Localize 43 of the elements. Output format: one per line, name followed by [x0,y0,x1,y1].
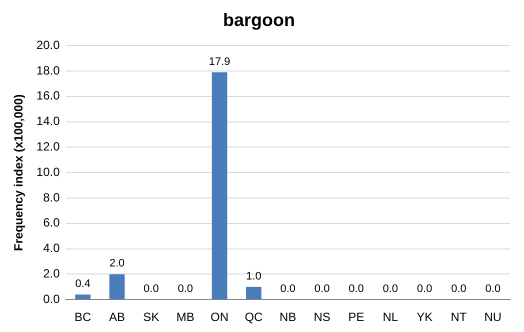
data-label: 0.0 [348,283,364,296]
data-label: 0.0 [382,283,398,296]
data-label: 0.0 [485,283,501,296]
y-tick-label: 18.0 [36,63,60,78]
data-label: 0.0 [178,283,194,296]
x-tick-label: NT [450,310,468,324]
x-tick-label: AB [109,310,126,324]
data-label: 0.4 [75,278,90,290]
bar [212,72,228,300]
x-tick-label: NB [280,310,296,324]
y-tick-label: 20.0 [36,38,60,52]
data-label: 0.0 [416,283,432,296]
y-tick-label: 4.0 [43,241,60,256]
bar [109,274,125,300]
x-tick-label: QC [244,310,264,324]
data-label: 0.0 [314,283,330,296]
y-tick-label: 16.0 [36,88,60,103]
x-tick-label: MB [176,310,194,324]
data-label: 17.9 [208,56,230,68]
data-label: 2.0 [109,258,125,270]
x-tick-label: BC [74,310,92,324]
bar [75,294,91,300]
bar [246,286,262,300]
x-tick-label: NL [382,310,398,324]
y-tick-label: 0.0 [43,292,60,306]
data-label: 0.0 [144,283,159,296]
y-tick-label: 2.0 [43,266,60,281]
y-tick-label: 10.0 [36,164,60,179]
data-label: 0.0 [451,283,466,296]
chart-title: bargoon [223,10,295,30]
data-label: 1.0 [246,270,262,282]
x-tick-label: NU [484,310,502,324]
x-tick-label: ON [210,310,229,324]
x-tick-label: YK [416,310,433,324]
y-tick-label: 12.0 [36,140,60,154]
x-tick-label: NS [314,310,330,324]
x-tick-label: SK [143,310,160,324]
y-axis-title: Frequency index (x100,000) [12,94,26,251]
x-tick-label: PE [348,310,364,324]
y-tick-label: 6.0 [43,216,60,230]
y-tick-label: 14.0 [36,114,60,128]
y-tick-label: 8.0 [43,190,60,204]
data-label: 0.0 [280,283,296,296]
